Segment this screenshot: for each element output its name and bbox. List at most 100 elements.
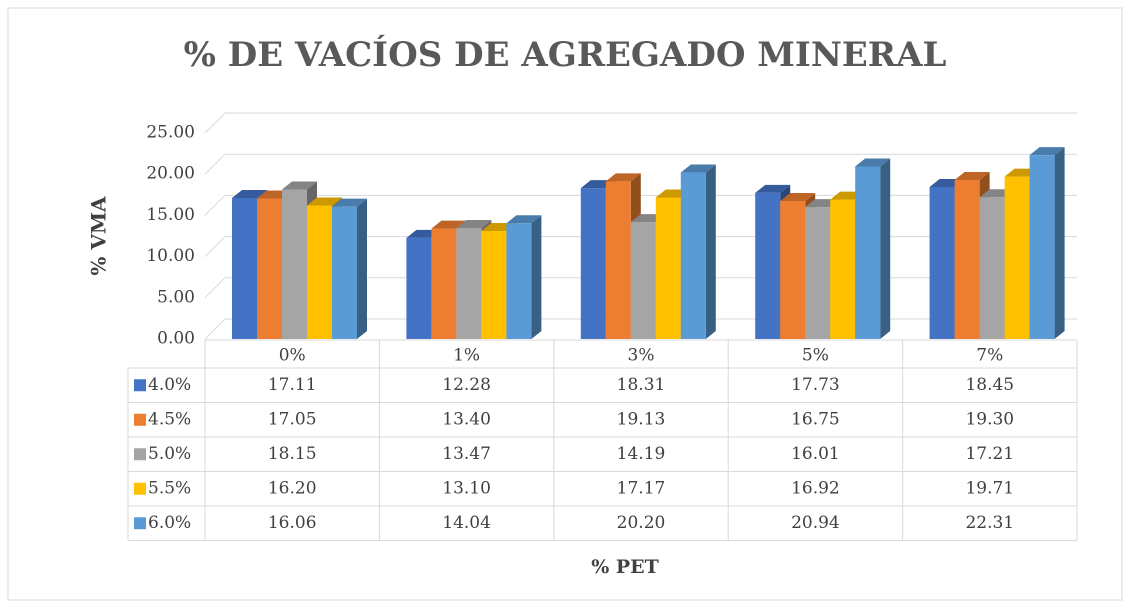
table-value: 17.11 (268, 375, 317, 395)
table-value: 14.19 (617, 444, 666, 464)
table-value: 20.20 (617, 513, 666, 533)
bar-front (580, 188, 606, 339)
table-value: 20.94 (791, 513, 840, 533)
bar-top (431, 220, 467, 229)
bar-side (1054, 147, 1065, 339)
y-tick-label: 25.00 (146, 123, 195, 143)
table-value: 22.31 (965, 513, 1014, 533)
bar-front (805, 207, 831, 339)
bar (1029, 147, 1065, 339)
table-value: 17.73 (791, 375, 840, 395)
legend-label: 5.0% (148, 444, 191, 464)
table-value: 16.01 (791, 444, 840, 464)
x-axis-title: % PET (591, 556, 659, 578)
bar-side (705, 164, 716, 339)
table-value: 18.15 (268, 444, 317, 464)
bar-front (830, 199, 856, 339)
legend-label: 6.0% (148, 513, 191, 533)
bar-front (307, 205, 332, 339)
table-value: 13.40 (442, 409, 491, 429)
bar-front (755, 192, 781, 339)
grid-line (204, 153, 1077, 175)
y-tick-label: 10.00 (146, 246, 195, 266)
bar-top (780, 192, 816, 201)
x-tick-label: 7% (976, 346, 1003, 366)
bar-top (456, 220, 492, 229)
bar-top (855, 158, 891, 167)
bar-front (979, 197, 1005, 339)
y-tick-label: 0.00 (157, 329, 195, 349)
legend-label: 4.5% (148, 409, 191, 429)
grid-line (204, 112, 1077, 134)
bar (506, 215, 542, 339)
bar-front (929, 186, 955, 339)
table-value: 18.31 (617, 375, 666, 395)
table-value: 17.17 (617, 478, 666, 498)
bar-side (880, 158, 891, 339)
table-value: 17.05 (268, 409, 317, 429)
x-tick-label: 1% (453, 346, 480, 366)
bar-top (506, 215, 542, 224)
table-value: 19.71 (965, 478, 1014, 498)
bar-front (506, 223, 532, 339)
bar-top (954, 171, 990, 180)
bar-front (780, 200, 806, 339)
bar-front (954, 179, 980, 339)
table-value: 19.13 (617, 409, 666, 429)
bar-front (282, 189, 307, 339)
y-tick-label: 5.00 (157, 287, 195, 307)
legend-key (134, 448, 146, 461)
bar-front (456, 228, 482, 339)
bar-side (531, 215, 542, 339)
bar (680, 164, 716, 339)
table-value: 13.10 (442, 478, 491, 498)
bar-top (755, 184, 791, 193)
legend-label: 5.5% (148, 478, 191, 498)
legend-label: 4.0% (148, 375, 191, 395)
y-tick-label: 20.00 (146, 164, 195, 184)
bar-top (1029, 147, 1065, 156)
bar-front (630, 222, 656, 339)
legend-key (134, 379, 146, 392)
legend-key (134, 482, 146, 495)
table-value: 16.06 (268, 513, 317, 533)
y-tick-label: 15.00 (146, 205, 195, 225)
bar-top (232, 190, 267, 199)
bar-front (232, 198, 257, 339)
bar-front (855, 166, 881, 339)
bar-front (1004, 176, 1030, 339)
x-tick-label: 0% (279, 346, 306, 366)
bar-front (431, 228, 457, 339)
bar (855, 158, 891, 339)
bar-front (1029, 155, 1055, 339)
bar-front (655, 197, 681, 339)
bar-front (406, 237, 432, 339)
table-value: 19.30 (965, 409, 1014, 429)
bar-front (257, 198, 282, 339)
table-value: 16.92 (791, 478, 840, 498)
bar-front (605, 181, 631, 339)
chart-title: % DE VACÍOS DE AGREGADO MINERAL (184, 34, 947, 75)
bar-front (680, 172, 706, 339)
table-value: 14.04 (442, 513, 491, 533)
legend-key (134, 517, 146, 530)
table-value: 17.21 (965, 444, 1014, 464)
bar-top (307, 197, 342, 206)
bar-top (282, 181, 317, 190)
bar-top (605, 173, 641, 182)
x-tick-label: 3% (628, 346, 655, 366)
table-value: 18.45 (965, 375, 1014, 395)
table-value: 13.47 (442, 444, 491, 464)
y-axis-title: % VMA (87, 196, 111, 276)
table-value: 12.28 (442, 375, 491, 395)
legend-key (134, 413, 146, 426)
x-tick-label: 5% (802, 346, 829, 366)
bar-front (332, 206, 357, 339)
table-value: 16.75 (791, 409, 840, 429)
bar-front (481, 231, 507, 339)
bar (332, 198, 367, 339)
bar-side (357, 198, 367, 339)
table-value: 16.20 (268, 478, 317, 498)
bar-top (680, 164, 716, 173)
